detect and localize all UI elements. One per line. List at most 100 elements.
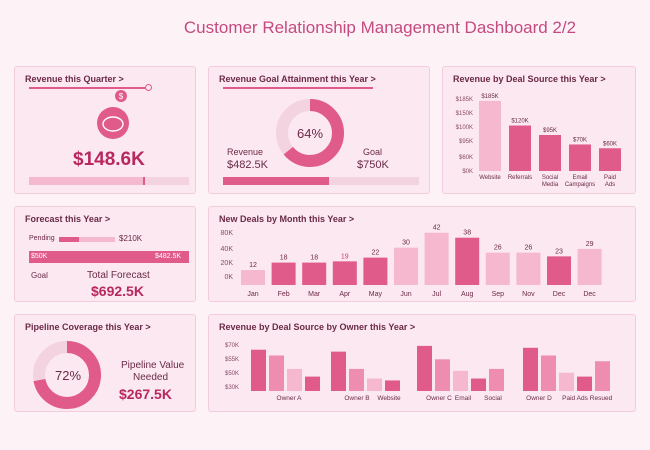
bar-value-label: 26 <box>525 245 533 252</box>
x-tick-label: Jun <box>400 291 411 298</box>
bar-4 <box>569 144 591 171</box>
x-tick-label: Ads <box>605 182 615 188</box>
pending-bar-fill <box>59 237 79 242</box>
new-deals-title[interactable]: New Deals by Month this Year > <box>219 214 355 224</box>
forecast-total-label: Total Forecast <box>87 270 150 281</box>
pipeline-card[interactable]: Pipeline Coverage this Year > 72% Pipeli… <box>14 314 196 412</box>
x-tick-label: Referrals <box>508 175 532 181</box>
owner-group-4-bar-2 <box>541 355 556 391</box>
bar-value-label: $185K <box>481 94 498 100</box>
owner-group-3-bar-2 <box>435 359 450 391</box>
x-tick-label: Jan <box>247 291 258 298</box>
y-tick-label: $0K <box>462 169 473 175</box>
title-underline <box>29 87 149 89</box>
page-title: Customer Relationship Management Dashboa… <box>183 18 577 37</box>
x-tick-label: Nov <box>522 291 535 298</box>
y-tick-label: $95K <box>459 139 473 145</box>
forecast-card[interactable]: Forecast this Year > Pending $210K $50K … <box>14 206 196 302</box>
owner-chart-title[interactable]: Revenue by Deal Source by Owner this Yea… <box>219 322 416 332</box>
bar-feb <box>271 262 296 285</box>
bar-value-label: 26 <box>494 245 502 252</box>
bar-value-label: $95K <box>543 128 557 134</box>
bar-apr <box>332 261 357 285</box>
revenue-quarter-title[interactable]: Revenue this Quarter > <box>25 74 124 84</box>
bar-5 <box>599 148 621 171</box>
revenue-quarter-fill <box>29 177 145 185</box>
x-tick-label: Media <box>542 182 559 188</box>
owner-group-4-bar-5 <box>595 361 610 391</box>
x-tick-label: Email <box>572 175 587 181</box>
x-tick-label: Dec <box>583 291 596 298</box>
owner-chart-card[interactable]: Revenue by Deal Source by Owner this Yea… <box>208 314 636 412</box>
owner-group-4-bar-4 <box>577 376 592 391</box>
x-tick-label: Mar <box>308 291 321 298</box>
goal-attainment-title[interactable]: Revenue Goal Attainment this Year > <box>219 74 376 84</box>
forecast-bar <box>29 251 189 263</box>
x-tick-label: Owner D <box>526 395 552 402</box>
bar-value-label: 30 <box>402 240 410 247</box>
x-tick-label: Aug <box>461 291 474 298</box>
new-deals-card[interactable]: New Deals by Month this Year > 80K 40K 20K… <box>208 206 636 302</box>
x-tick-label: Owner C <box>426 395 452 402</box>
x-tick-label: Website <box>377 395 401 402</box>
revenue-quarter-card[interactable]: Revenue this Quarter > $ $148.6K <box>14 66 196 194</box>
owner-group-1-bar-4 <box>305 376 320 391</box>
bar-value-label: 42 <box>433 225 441 232</box>
y-tick-label: $185K <box>456 97 473 103</box>
bar-value-label: 18 <box>310 255 318 262</box>
coin-symbol: $ <box>119 92 124 101</box>
pending-value: $210K <box>119 234 143 243</box>
bar-value-label: 19 <box>341 253 349 260</box>
deal-source-card[interactable]: Revenue by Deal Source this Year > $185K… <box>442 66 636 194</box>
y-tick-label: 80K <box>221 230 234 237</box>
deal-source-chart: $185K $150K $100K $95K $60K $0K $185K Website $1… <box>456 94 621 188</box>
bar-aug <box>455 237 480 285</box>
bar-3 <box>539 135 561 171</box>
x-tick-label: Email <box>455 395 472 402</box>
pipeline-title[interactable]: Pipeline Coverage this Year > <box>25 322 151 332</box>
deal-source-title[interactable]: Revenue by Deal Source this Year > <box>453 74 606 84</box>
owner-group-3-bar-4 <box>471 378 486 391</box>
bar-value-label: $120K <box>511 119 528 125</box>
bar-value-label: $60K <box>603 141 617 147</box>
pending-bar <box>59 237 115 242</box>
bar-value-label: 18 <box>280 255 288 262</box>
x-tick-label: Owner B <box>344 395 369 402</box>
bar-value-label: 38 <box>463 230 471 237</box>
goal-attainment-card[interactable]: Revenue Goal Attainment this Year > 64% … <box>208 66 430 194</box>
owner-group-4-bar-3 <box>559 372 574 391</box>
bar-may <box>363 257 388 285</box>
x-tick-label: Jul <box>432 291 441 298</box>
bar-value-label: 29 <box>586 241 594 248</box>
pipeline-percent: 72% <box>55 368 82 383</box>
bar-1 <box>479 100 501 171</box>
revenue-quarter-value: $148.6K <box>73 149 145 170</box>
owner-group-2-bar-2 <box>349 368 364 391</box>
x-tick-label: Paid <box>604 175 616 181</box>
forecast-goal-label: Goal <box>31 271 48 280</box>
x-tick-label: Campaigns <box>565 182 595 188</box>
bar-jan <box>241 270 265 285</box>
forecast-title[interactable]: Forecast this Year > <box>25 214 111 224</box>
y-tick-label: 40K <box>221 246 234 253</box>
x-tick-label: Social <box>542 175 558 181</box>
bar-2 <box>509 125 531 171</box>
title-underline-dot <box>145 84 152 91</box>
goal-label: Goal <box>363 147 383 157</box>
bar-value-label: $70K <box>573 137 587 143</box>
x-tick-label: Resued <box>590 395 613 402</box>
bar-jul <box>424 232 449 285</box>
owner-group-3-bar-3 <box>453 370 468 391</box>
pipeline-needed-label-2: Needed <box>133 372 169 383</box>
piggy-body <box>102 116 124 132</box>
y-tick-label: $100K <box>456 125 473 131</box>
y-tick-label: 0K <box>224 274 233 281</box>
y-tick-label: $55K <box>225 357 239 363</box>
forecast-total-value: $692.5K <box>91 283 144 299</box>
goal-revenue-value: $482.5K <box>227 159 268 171</box>
x-tick-label: Feb <box>278 291 290 298</box>
goal-value: $750K <box>357 159 389 171</box>
bar-jun <box>394 247 418 285</box>
coin-icon <box>115 90 127 102</box>
owner-group-1-bar-1 <box>251 349 266 391</box>
